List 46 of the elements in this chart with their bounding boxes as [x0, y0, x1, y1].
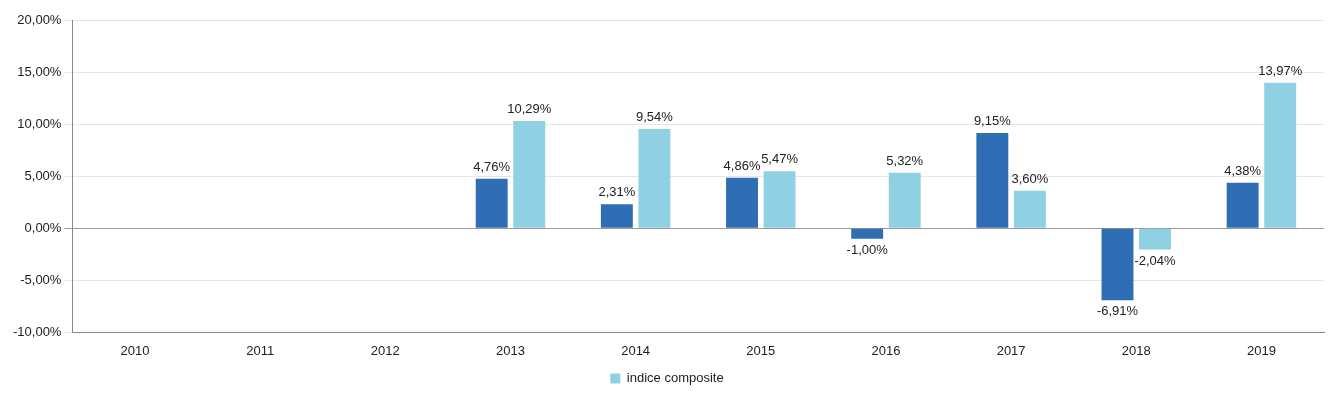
data-label: 4,76% — [473, 158, 511, 174]
y-tick-label: 20,00% — [17, 11, 62, 27]
y-tick-label: 5,00% — [24, 167, 62, 183]
bar — [763, 171, 796, 228]
bar — [638, 128, 671, 228]
y-tick-label: -10,00% — [13, 323, 62, 339]
x-tick-label: 2012 — [370, 342, 400, 358]
data-label: 2,31% — [598, 184, 636, 200]
bar — [513, 121, 546, 228]
bar — [1013, 190, 1046, 228]
x-tick-label: 2014 — [621, 342, 651, 358]
x-tick-label: 2017 — [996, 342, 1026, 358]
bar — [1101, 228, 1134, 301]
y-tick-label: -5,00% — [20, 271, 62, 287]
x-tick-label: 2011 — [246, 342, 275, 358]
x-tick-label: 2018 — [1121, 342, 1151, 358]
x-tick-label: 2015 — [746, 342, 776, 358]
data-label: 4,86% — [723, 157, 761, 173]
y-tick-label: 15,00% — [17, 63, 62, 79]
y-tick-label: 10,00% — [17, 115, 62, 131]
data-label: 9,54% — [635, 109, 674, 124]
data-label: 9,15% — [973, 113, 1012, 129]
x-tick-label: 2016 — [871, 342, 901, 358]
data-label: -6,91% — [1096, 303, 1139, 319]
bar — [1226, 182, 1259, 228]
data-label: -2,04% — [1134, 252, 1177, 268]
bar — [851, 228, 884, 239]
bar — [976, 132, 1009, 228]
data-label: -1,00% — [846, 241, 889, 257]
x-tick-label: 2019 — [1246, 342, 1276, 358]
legend-label: indice composite — [626, 370, 724, 386]
bar — [1264, 82, 1297, 228]
bar — [726, 177, 758, 228]
data-label: 13,97% — [1258, 62, 1303, 78]
bar — [1139, 228, 1171, 250]
data-label: 4,38% — [1224, 162, 1262, 178]
bar — [888, 172, 921, 228]
x-tick-label: 2013 — [496, 342, 525, 358]
data-label: 10,29% — [507, 101, 552, 117]
bar — [600, 204, 633, 228]
data-label: 5,32% — [886, 152, 924, 168]
bar — [475, 178, 508, 228]
x-tick-label: 2010 — [120, 342, 150, 358]
data-label: 5,47% — [761, 151, 799, 167]
y-tick-label: 0,00% — [24, 219, 62, 235]
data-label: 3,60% — [1011, 170, 1049, 186]
